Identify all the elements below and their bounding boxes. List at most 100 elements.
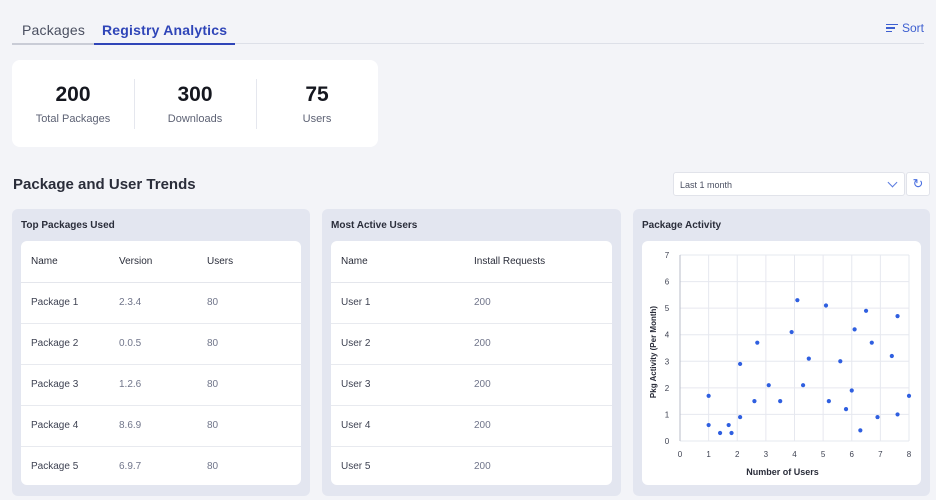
- cell-name: User 1: [331, 282, 464, 324]
- stat-value: 300: [177, 82, 213, 106]
- tab-registry-analytics[interactable]: Registry Analytics: [93, 22, 236, 45]
- scatter-point: [789, 329, 794, 335]
- scatter-point: [843, 407, 849, 412]
- table-row[interactable]: User 5 200: [331, 446, 612, 487]
- table-row[interactable]: User 4 200: [331, 405, 612, 447]
- panel-title: Most Active Users: [331, 220, 418, 231]
- stat-total-packages: 200 Total Packages: [12, 83, 134, 125]
- tab-bar: Packages Registry Analytics Sort: [11, 18, 924, 45]
- x-tick-label: 0: [678, 450, 683, 459]
- y-tick-label: 3: [665, 357, 670, 366]
- stat-value: 200: [55, 82, 91, 106]
- panel-title: Package Activity: [642, 220, 722, 231]
- scatter-point: [849, 388, 854, 393]
- x-tick-label: 7: [878, 450, 883, 459]
- most-active-users-table-card: Name Install Requests User 1 200 User 2 20…: [331, 241, 612, 485]
- stat-label: Total Packages: [35, 112, 111, 125]
- scatter-point: [895, 314, 900, 319]
- scatter-point: [755, 340, 760, 345]
- column-header-name: Name: [21, 241, 109, 283]
- scatter-point: [852, 327, 857, 332]
- cell-users: 80: [197, 323, 301, 365]
- cell-version: 2.3.4: [109, 282, 197, 324]
- column-header-name: Name: [331, 241, 464, 283]
- package-activity-panel: Package Activity 0 1 2 3 4 5 6 7 8 0 1 2 3 4 5 6 7 Number…: [633, 209, 930, 496]
- y-tick-label: 5: [665, 304, 670, 313]
- sort-button[interactable]: Sort: [885, 21, 924, 35]
- refresh-button[interactable]: ↻: [906, 172, 930, 196]
- scatter-point: [717, 430, 723, 436]
- table-row[interactable]: Package 3 1.2.6 80: [21, 364, 301, 406]
- scatter-point: [778, 399, 783, 404]
- cell-version: 0.0.5: [109, 323, 197, 365]
- scatter-point: [706, 422, 711, 428]
- cell-users: 80: [197, 405, 301, 447]
- stat-value: 75: [305, 82, 329, 106]
- scatter-point: [826, 399, 831, 404]
- table-header-row: Name Version Users: [21, 241, 301, 283]
- y-tick-label: 0: [665, 437, 670, 446]
- cell-version: 6.9.7: [119, 461, 142, 473]
- table-row[interactable]: Package 1 2.3.4 80: [21, 282, 301, 324]
- x-tick-label: 3: [764, 450, 769, 459]
- section-title: Package and User Trends: [13, 176, 196, 193]
- scatter-point: [823, 303, 829, 308]
- scatter-point: [838, 359, 843, 364]
- scatter-point: [889, 353, 894, 359]
- table-row[interactable]: Package 5 6.9.7 80: [21, 446, 301, 487]
- date-range-value: Last 1 month: [680, 180, 733, 190]
- cell-users: 80: [197, 364, 301, 406]
- y-tick-label: 1: [665, 410, 670, 419]
- top-packages-table: Name Version Users Package 1 2.3.4 80 Pack…: [21, 241, 301, 487]
- stat-label: Downloads: [167, 112, 223, 125]
- sort-label: Sort: [901, 21, 924, 35]
- refresh-icon: ↻: [912, 176, 924, 191]
- stats-card: 200 Total Packages 300 Downloads 75 User…: [12, 60, 378, 147]
- y-tick-label: 6: [665, 278, 670, 287]
- table-row[interactable]: Package 4 8.6.9 80: [21, 405, 301, 447]
- scatter-point: [800, 383, 806, 388]
- y-axis-label: Pkg Activity (Per Month): [649, 306, 658, 398]
- table-row[interactable]: Package 2 0.0.5 80: [21, 323, 301, 365]
- column-header-version: Version: [109, 241, 197, 283]
- date-range-select[interactable]: Last 1 month: [673, 172, 905, 196]
- cell-name: User 5: [341, 461, 371, 473]
- package-activity-scatter-chart: 0 1 2 3 4 5 6 7 8 0 1 2 3 4 5 6 7 Number of Users Pkg Acti…: [649, 251, 912, 477]
- scatter-point: [875, 414, 880, 420]
- x-tick-label: 1: [706, 450, 711, 459]
- cell-name: Package 2: [21, 323, 109, 365]
- scatter-point: [766, 383, 771, 388]
- stat-users: 75 Users: [256, 78, 378, 129]
- cell-version: 1.2.6: [109, 364, 197, 406]
- tab-packages[interactable]: Packages: [11, 22, 96, 45]
- stat-label: Users: [302, 112, 332, 125]
- x-tick-label: 4: [792, 450, 797, 459]
- package-activity-chart-card: 0 1 2 3 4 5 6 7 8 0 1 2 3 4 5 6 7 Number of Users Pkg Acti…: [642, 241, 921, 485]
- table-row[interactable]: User 2 200: [331, 323, 612, 365]
- chevron-down-icon: [887, 177, 898, 188]
- scatter-point: [795, 298, 800, 303]
- column-header-users: Users: [197, 241, 301, 283]
- cell-install-requests: 200: [464, 405, 612, 447]
- cell-users: 80: [197, 282, 301, 324]
- table-header-row: Name Install Requests: [331, 241, 612, 283]
- cell-name: Package 1: [21, 282, 109, 324]
- most-active-users-table: Name Install Requests User 1 200 User 2 20…: [331, 241, 612, 487]
- x-tick-label: 6: [850, 450, 855, 459]
- table-row[interactable]: User 1 200: [331, 282, 612, 324]
- cell-name: User 2: [331, 323, 464, 365]
- panel-title: Top Packages Used: [21, 220, 115, 231]
- column-header-install-requests: Install Requests: [464, 241, 612, 283]
- table-row[interactable]: User 3 200: [331, 364, 612, 406]
- cell-name: Package 3: [21, 364, 109, 406]
- x-tick-label: 5: [821, 450, 826, 459]
- stat-downloads: 300 Downloads: [134, 78, 256, 129]
- y-tick-label: 4: [665, 331, 670, 340]
- x-tick-label: 2: [735, 450, 740, 459]
- cell-install-requests: 200: [474, 461, 491, 473]
- scatter-point: [906, 393, 912, 398]
- scatter-point: [729, 430, 734, 436]
- cell-name: Package 4: [21, 405, 109, 447]
- scatter-point: [738, 414, 743, 420]
- top-packages-table-card: Name Version Users Package 1 2.3.4 80 Pack…: [21, 241, 301, 485]
